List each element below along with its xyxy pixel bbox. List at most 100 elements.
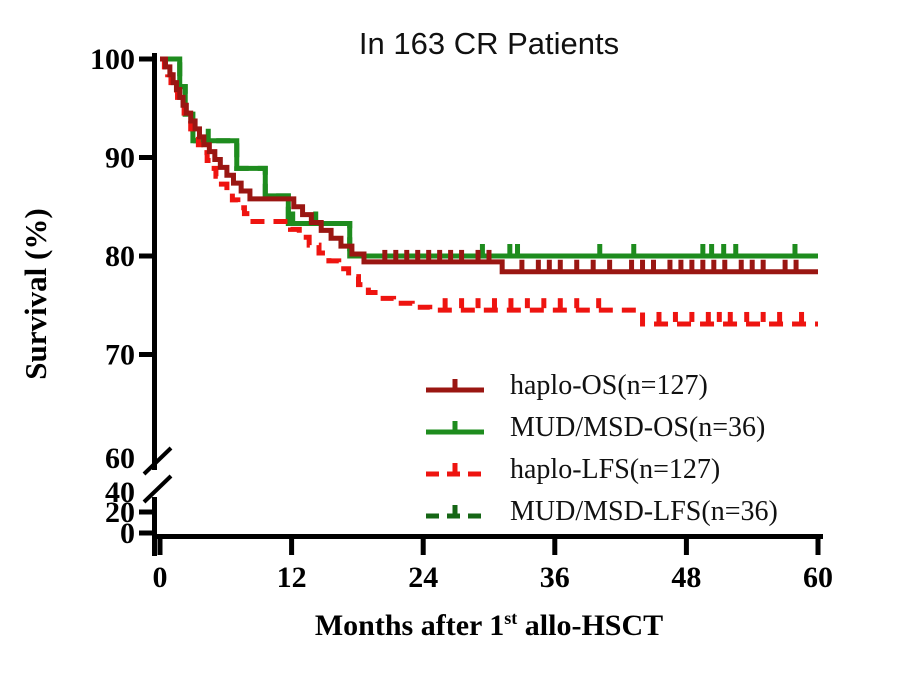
censor-mark bbox=[709, 244, 715, 254]
censor-mark bbox=[508, 298, 514, 309]
x-tick bbox=[552, 537, 558, 555]
y-tick-label: 40 bbox=[105, 476, 135, 509]
censor-mark bbox=[519, 259, 525, 270]
censor-mark bbox=[486, 249, 492, 260]
censor-mark bbox=[574, 298, 580, 309]
censor-mark bbox=[382, 249, 388, 260]
legend-swatch-censor-tick bbox=[452, 379, 458, 390]
censor-mark bbox=[404, 249, 410, 260]
censor-mark bbox=[678, 259, 684, 270]
censor-mark bbox=[749, 259, 755, 270]
legend: haplo-OS(n=127) MUD/MSD-OS(n=36) haplo-L… bbox=[424, 365, 778, 533]
censor-mark bbox=[733, 244, 739, 254]
y-axis-break-slash bbox=[142, 446, 173, 476]
censor-mark bbox=[574, 259, 580, 270]
censor-mark bbox=[442, 298, 448, 309]
censor-mark bbox=[651, 259, 656, 270]
censor-mark bbox=[640, 259, 646, 270]
y-axis-break-slash bbox=[142, 474, 173, 504]
legend-item-haplo-lfs: haplo-LFS(n=127) bbox=[424, 449, 778, 491]
legend-swatch-mud-msd-os bbox=[426, 421, 484, 435]
censor-mark bbox=[479, 244, 485, 254]
legend-label: haplo-OS(n=127) bbox=[510, 370, 708, 401]
y-tick-label: 100 bbox=[90, 43, 135, 76]
censor-mark bbox=[597, 244, 603, 254]
censor-mark bbox=[727, 311, 733, 322]
censor-mark bbox=[491, 298, 497, 309]
y-tick bbox=[139, 530, 152, 536]
censor-mark bbox=[760, 311, 766, 322]
censor-mark bbox=[738, 259, 744, 270]
censor-mark bbox=[415, 249, 421, 260]
legend-swatch-mud-msd-lfs bbox=[426, 505, 484, 519]
y-tick-label: 70 bbox=[105, 339, 135, 372]
censor-mark bbox=[437, 249, 443, 260]
y-tick bbox=[139, 56, 152, 62]
censor-mark bbox=[656, 311, 662, 322]
censor-mark bbox=[792, 244, 798, 254]
legend-label: MUD/MSD-LFS(n=36) bbox=[510, 496, 778, 527]
y-tick bbox=[139, 155, 152, 160]
y-tick-label: 60 bbox=[105, 442, 135, 475]
censor-mark bbox=[596, 298, 602, 309]
censor-mark bbox=[515, 244, 521, 254]
censor-mark bbox=[426, 249, 432, 260]
y-tick bbox=[139, 509, 152, 515]
legend-item-haplo-os: haplo-OS(n=127) bbox=[424, 365, 778, 407]
censor-mark bbox=[721, 244, 727, 254]
x-axis-label: Months after 1st allo-HSCT bbox=[160, 608, 818, 643]
censor-mark bbox=[667, 259, 673, 270]
y-tick bbox=[139, 253, 152, 259]
legend-swatch-censor-tick bbox=[452, 421, 458, 432]
legend-label: MUD/MSD-OS(n=36) bbox=[510, 412, 766, 443]
censor-mark bbox=[546, 259, 552, 270]
censor-mark bbox=[607, 259, 613, 270]
x-axis-label-superscript: st bbox=[504, 608, 518, 628]
x-tick bbox=[157, 537, 163, 555]
y-tick-label: 90 bbox=[105, 142, 135, 175]
x-axis-label-text-2: allo-HSCT bbox=[517, 609, 664, 642]
censor-mark bbox=[448, 249, 454, 260]
legend-item-mud-msd-lfs: MUD/MSD-LFS(n=36) bbox=[424, 491, 778, 533]
y-axis-spine-upper bbox=[152, 53, 157, 470]
censor-mark bbox=[459, 298, 465, 309]
censor-mark bbox=[590, 259, 596, 270]
censor-mark bbox=[475, 298, 481, 309]
censor-mark bbox=[705, 311, 711, 322]
survival-curve-mud-msd-os-n-36- bbox=[160, 56, 818, 259]
y-tick-label: 20 bbox=[105, 496, 135, 529]
censor-mark bbox=[700, 244, 706, 254]
x-tick bbox=[289, 537, 295, 555]
x-axis-label-text: Months after 1 bbox=[314, 609, 505, 642]
x-tick bbox=[815, 537, 821, 555]
censor-mark bbox=[524, 298, 530, 309]
x-tick-label: 36 bbox=[540, 561, 570, 594]
legend-swatch-censor-tick bbox=[452, 463, 458, 474]
x-tick-label: 24 bbox=[408, 561, 438, 594]
censor-mark bbox=[689, 259, 695, 270]
legend-swatch-haplo-lfs bbox=[426, 463, 484, 477]
legend-item-mud-msd-os: MUD/MSD-OS(n=36) bbox=[424, 407, 778, 449]
legend-swatch-haplo-os bbox=[426, 379, 484, 393]
censor-mark bbox=[700, 259, 706, 270]
censor-mark bbox=[205, 128, 211, 139]
x-tick bbox=[683, 537, 689, 555]
censor-mark bbox=[557, 259, 563, 270]
censor-mark bbox=[689, 311, 695, 322]
survival-curve-haplo-os-n-127- bbox=[160, 56, 818, 275]
censor-mark bbox=[507, 244, 513, 254]
censor-mark bbox=[557, 298, 563, 309]
y-tick-label: 80 bbox=[105, 240, 135, 273]
censor-mark bbox=[290, 211, 296, 222]
legend-swatch-censor-tick bbox=[452, 505, 458, 516]
censor-mark bbox=[313, 211, 319, 222]
x-tick-label: 60 bbox=[803, 561, 833, 594]
censor-mark bbox=[722, 259, 728, 270]
x-tick-label: 0 bbox=[153, 561, 168, 594]
censor-mark bbox=[782, 259, 788, 270]
y-tick bbox=[139, 352, 152, 357]
x-axis-line bbox=[152, 534, 823, 539]
survival-curve-mud-msd-lfs-n-36- bbox=[160, 56, 818, 259]
